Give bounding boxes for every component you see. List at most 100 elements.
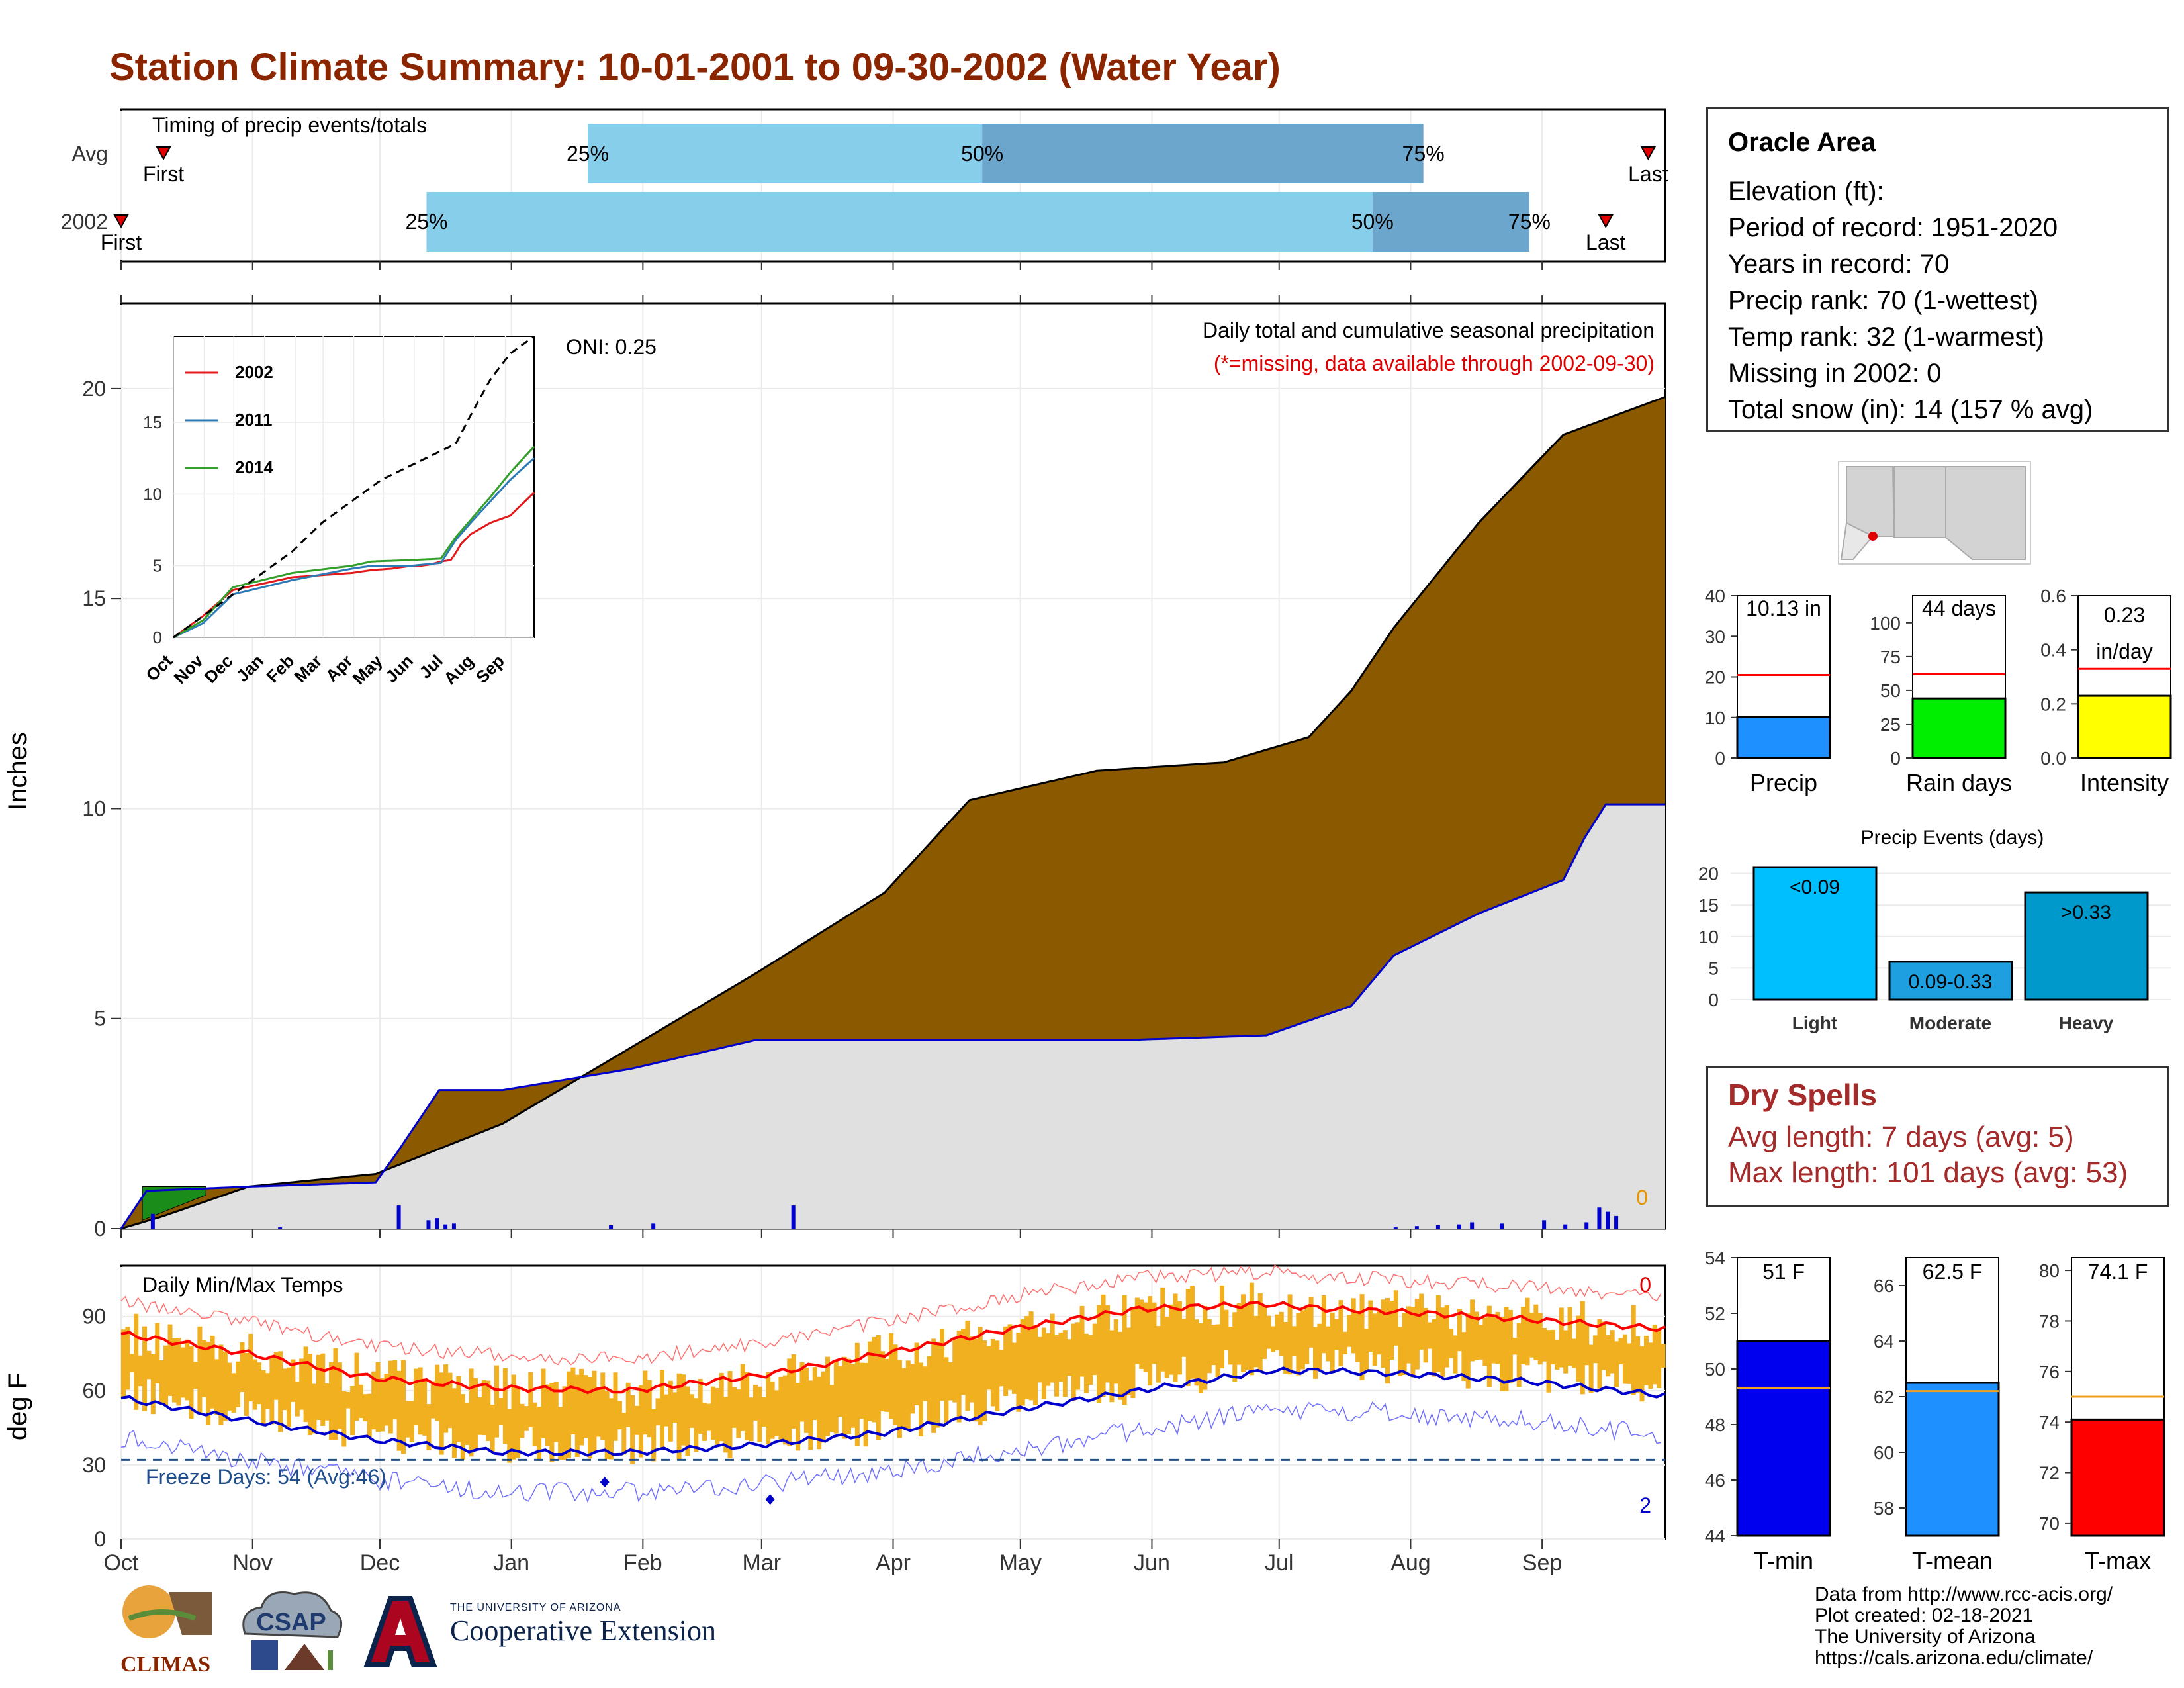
side-bar-tick-label: 30 [1705,626,1725,647]
info-line: Total snow (in): 14 (157 % avg) [1728,395,2093,424]
daily-temp-bar [630,1395,635,1464]
daily-temp-bar [1181,1318,1187,1357]
daily-temp-bar [1058,1332,1064,1382]
side-bar-tick-label: 0 [1890,748,1901,769]
daily-temp-bar [502,1368,508,1444]
daily-temp-bar [341,1391,347,1447]
daily-temp-bar [308,1354,313,1436]
side-bar-tick-label: 50 [1880,680,1901,701]
climas-logo[interactable]: CLIMAS [109,1579,222,1678]
y-tick-label: 10 [82,796,106,820]
daily-temp-bar [1262,1306,1267,1359]
daily-temp-bar [273,1352,279,1400]
timing-pct-label: 25% [567,142,609,165]
daily-temp-bar [821,1371,826,1443]
daily-temp-bar [507,1409,512,1463]
station-info-box: Oracle Area Elevation (ft): Period of re… [1706,107,2169,432]
events-category: Light [1792,1013,1837,1033]
side-bar-value-label: in/day [2096,639,2152,663]
temp-bar-tick-label: 52 [1705,1303,1725,1324]
side-bar-value [2077,694,2172,759]
daily-temp-bar [664,1394,669,1427]
daily-temp-bar [1211,1325,1216,1366]
daily-temp-bar [889,1333,894,1419]
credits: Data from http://www.rcc-acis.org/ Plot … [1815,1584,2113,1669]
daily-temp-bar [418,1367,423,1435]
daily-temp-bar [982,1340,987,1422]
daily-precip-bar [396,1205,401,1229]
last-marker-icon [1598,214,1614,229]
csap-logo[interactable]: CSAP [232,1581,351,1680]
daily-temp-bar [167,1324,173,1396]
daily-temp-bar [1253,1315,1259,1368]
timing-panel: Timing of precip events/totals Avg 25% 50%… [61,108,1668,263]
daily-temp-bar [1652,1324,1657,1385]
temp-bar-tick-label: 58 [1874,1498,1894,1519]
daily-temp-bar [1414,1298,1420,1370]
temp-bar-tick-label: 62 [1874,1387,1894,1407]
y-tick-label: 15 [82,586,106,610]
daily-temp-bar [1614,1341,1619,1387]
daily-temp-bar [745,1372,750,1441]
station-marker-icon [1868,532,1878,541]
daily-temp-bar [1266,1315,1271,1349]
daily-temp-bar [1440,1307,1445,1377]
ua-block-a-logo[interactable] [361,1592,440,1671]
daily-temp-bar [643,1370,648,1435]
daily-temp-bar [651,1409,657,1462]
daily-temp-bar [214,1359,220,1415]
timing-pct-label: 50% [961,142,1003,165]
daily-temp-bar [125,1327,130,1390]
daily-temp-bar [1067,1339,1072,1376]
info-line: Period of record: 1951-2020 [1728,213,2058,242]
daily-temp-bar [189,1346,194,1419]
daily-temp-bar [897,1360,902,1438]
daily-precip-bar [1435,1225,1440,1229]
temp-bar-tick-label: 78 [2039,1311,2060,1331]
daily-temp-bar [1041,1327,1046,1399]
daily-temp-bar [944,1357,949,1423]
daily-temp-bar [817,1376,822,1450]
page-title: Station Climate Summary: 10-01-2001 to 0… [109,46,1281,89]
daily-temp-bar [388,1360,393,1434]
daily-temp-bar [965,1320,970,1411]
daily-temp-bar [261,1370,266,1425]
daily-temp-bar [1363,1329,1369,1372]
daily-temp-bar [613,1372,618,1441]
location-map [1838,461,2031,565]
temp-bar-tick-label: 66 [1874,1276,1894,1296]
coop-extension-logo[interactable]: THE UNIVERSITY OF ARIZONA Cooperative Ex… [450,1602,716,1648]
daily-temp-bar [1555,1339,1560,1370]
daily-temp-bar [1020,1319,1025,1406]
daily-temp-bar [396,1370,402,1451]
daily-temp-bar [1007,1324,1013,1390]
daily-temp-bar [1275,1314,1280,1351]
daily-temp-bar [1537,1313,1543,1365]
temp-y-tick-label: 90 [82,1305,106,1329]
daily-temp-bar [333,1348,338,1440]
temp-bottom-count: 2 [1639,1493,1651,1517]
daily-temp-bar [596,1387,601,1437]
daily-temp-bar [1330,1312,1335,1372]
daily-temp-bar [868,1341,873,1421]
timing-row-label: 2002 [61,210,108,234]
info-line: Years in record: 70 [1728,250,1950,279]
events-tick-label: 10 [1698,927,1719,947]
daily-temp-bar [244,1353,249,1416]
coop-name: Cooperative Extension [450,1615,717,1647]
daily-temp-bar [583,1375,588,1438]
month-tick-label: Jun [1134,1550,1170,1575]
daily-temp-bar [1083,1333,1089,1393]
side-bar-value-label: 44 days [1922,596,1996,620]
dry-spells-max: Max length: 101 days (avg: 53) [1728,1156,2128,1189]
credit-line: https://cals.arizona.edu/climate/ [1815,1647,2093,1669]
daily-temp-bar [1139,1299,1144,1369]
daily-temp-bar [405,1401,410,1438]
daily-precip-bar [1500,1223,1504,1229]
daily-temp-bar [1550,1329,1555,1365]
daily-temp-bar [1224,1309,1229,1351]
daily-temp-bar [625,1382,631,1427]
daily-temp-bar [121,1329,126,1399]
record-low-line [120,1401,1661,1503]
daily-temp-bar [600,1372,606,1440]
